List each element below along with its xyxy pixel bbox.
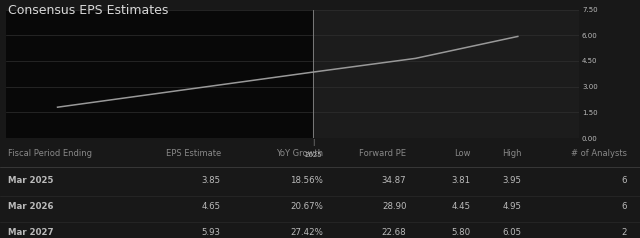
Text: 6.05: 6.05 [502, 228, 522, 237]
Text: # of Analysts: # of Analysts [572, 149, 627, 159]
Text: 28.90: 28.90 [382, 202, 406, 211]
Text: Mar 2025: Mar 2025 [8, 176, 53, 185]
Bar [313, 10, 579, 138]
Text: 20.67%: 20.67% [291, 202, 323, 211]
Text: 4.65: 4.65 [202, 202, 221, 211]
Text: 4.45: 4.45 [451, 202, 470, 211]
Text: 22.68: 22.68 [382, 228, 406, 237]
Text: 6: 6 [621, 202, 627, 211]
Text: 5.80: 5.80 [451, 228, 470, 237]
Text: EPS Estimate: EPS Estimate [166, 149, 221, 159]
Text: Forward PE: Forward PE [360, 149, 406, 159]
Bar [6, 10, 313, 138]
Text: |: | [312, 139, 314, 146]
Text: 2025: 2025 [305, 152, 322, 158]
Text: High: High [502, 149, 522, 159]
Text: 2: 2 [621, 228, 627, 237]
Text: 4.95: 4.95 [502, 202, 522, 211]
Text: Mar 2027: Mar 2027 [8, 228, 53, 237]
Text: Fiscal Period Ending: Fiscal Period Ending [8, 149, 92, 159]
Text: 34.87: 34.87 [382, 176, 406, 185]
Text: Consensus EPS Estimates: Consensus EPS Estimates [8, 4, 168, 17]
Text: 3.85: 3.85 [202, 176, 221, 185]
Text: Mar 2026: Mar 2026 [8, 202, 53, 211]
Text: 5.93: 5.93 [202, 228, 221, 237]
Text: 3.81: 3.81 [451, 176, 470, 185]
Text: YoY Growth: YoY Growth [276, 149, 323, 159]
Text: Low: Low [454, 149, 470, 159]
Text: 18.56%: 18.56% [291, 176, 323, 185]
Text: 27.42%: 27.42% [291, 228, 323, 237]
Text: 3.95: 3.95 [502, 176, 522, 185]
Text: 6: 6 [621, 176, 627, 185]
